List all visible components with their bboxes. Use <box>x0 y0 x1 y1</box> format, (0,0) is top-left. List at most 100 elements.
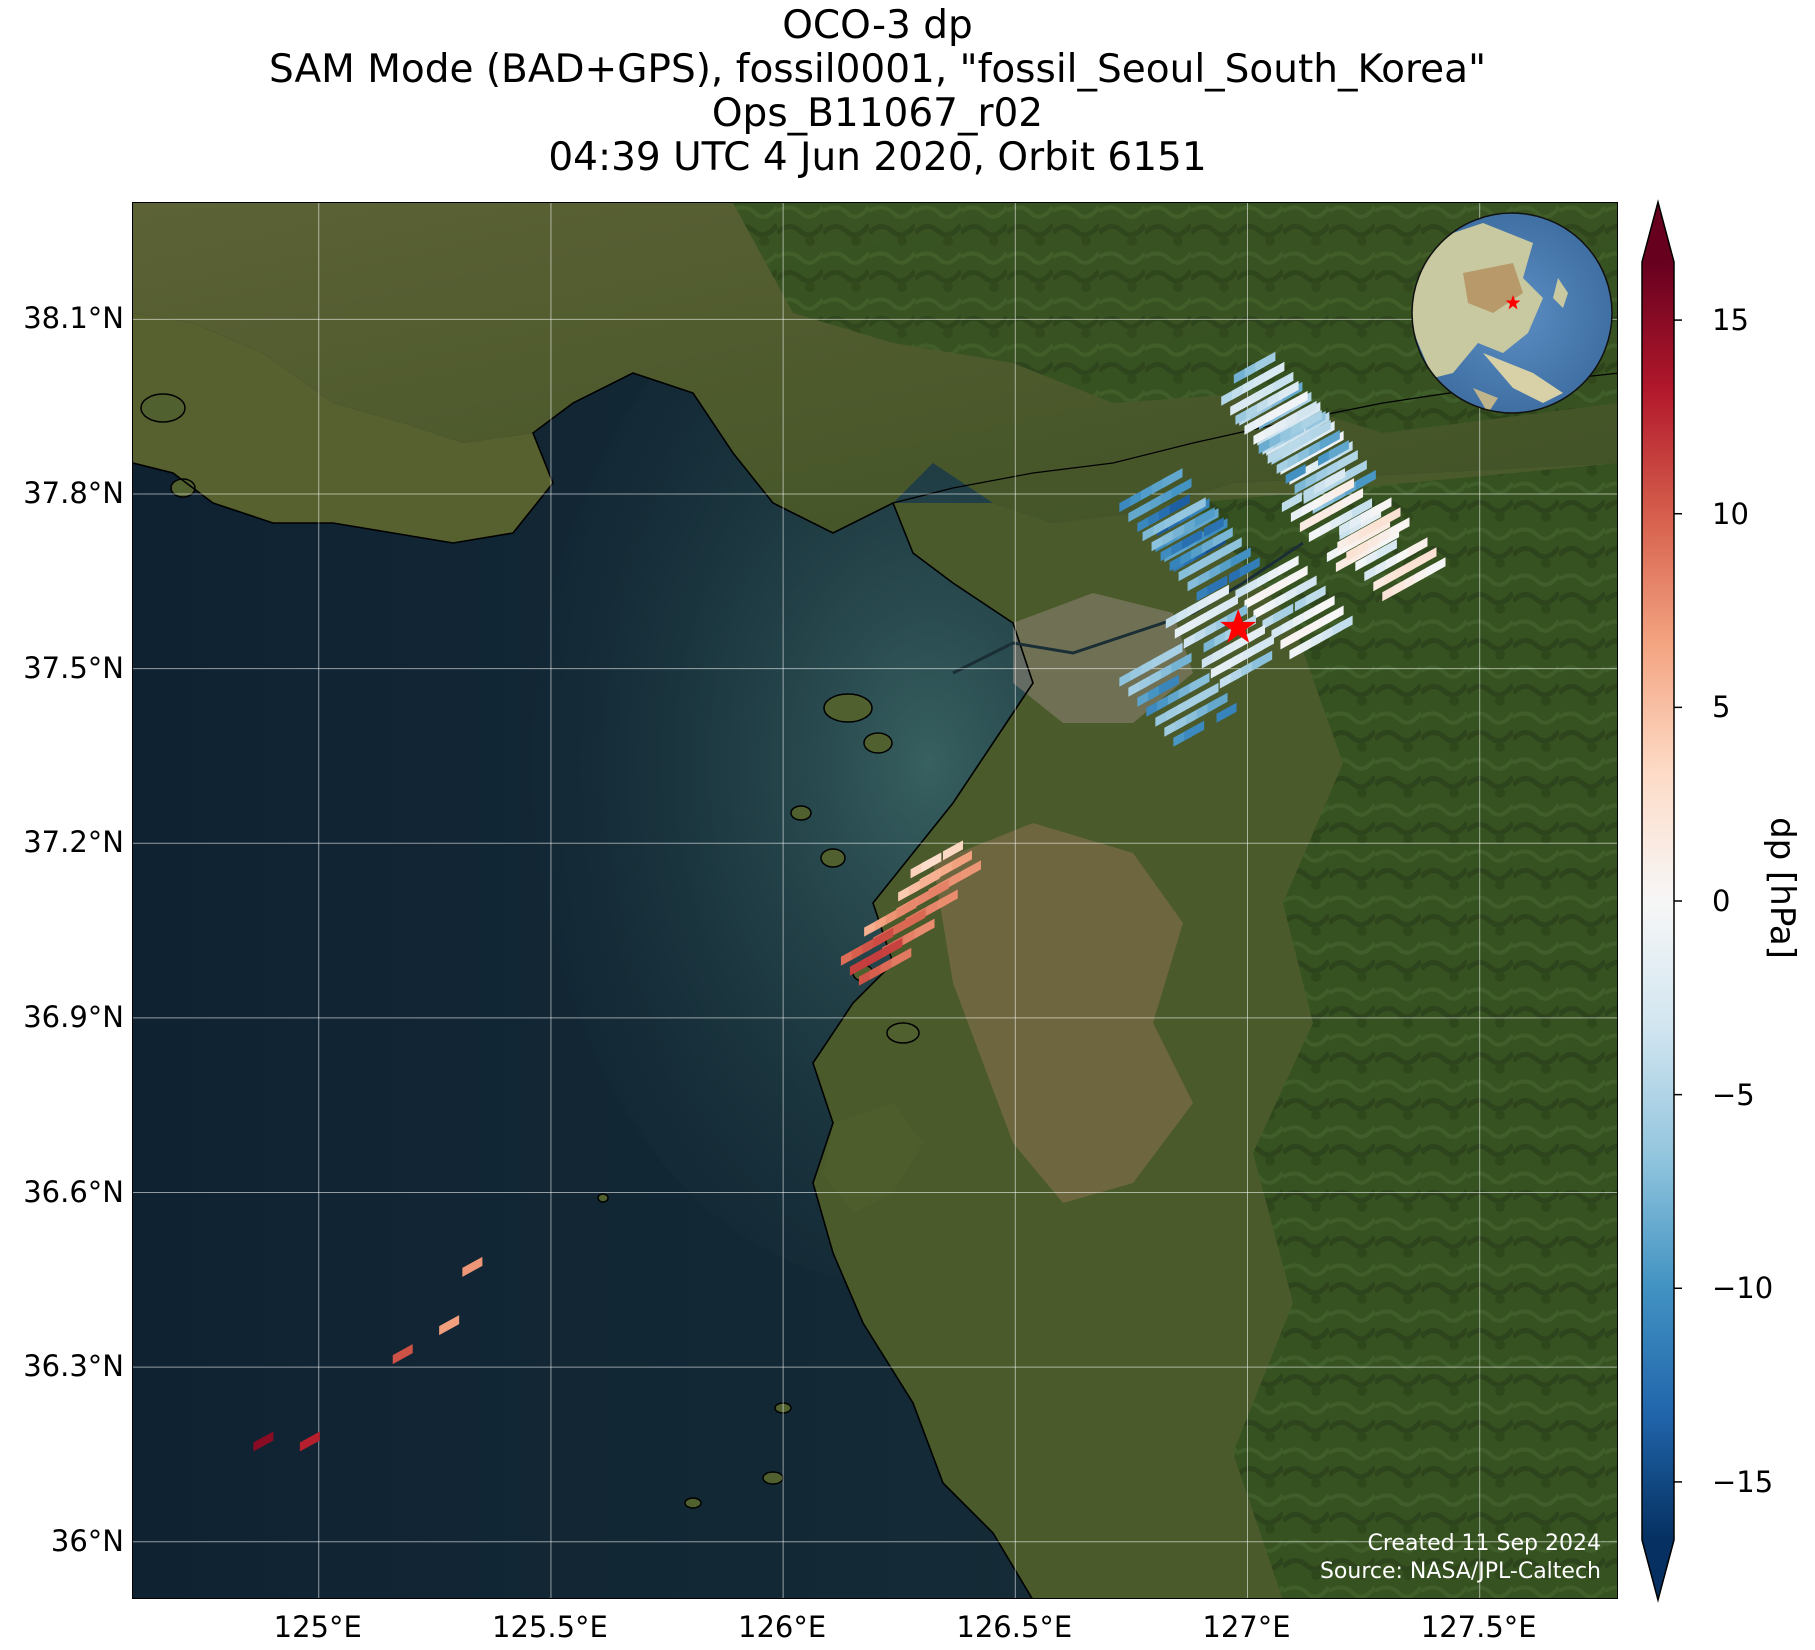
lat-label: 37.2°N <box>23 825 124 860</box>
footprint-cell <box>1194 507 1215 528</box>
title-line-4: 04:39 UTC 4 Jun 2020, Orbit 6151 <box>548 135 1207 180</box>
footprint-cell <box>439 1315 460 1336</box>
colorbar-tick-label: −10 <box>1712 1271 1774 1306</box>
lon-label: 127°E <box>1202 1610 1291 1644</box>
footprint-cell <box>1212 527 1233 548</box>
footprint-cell <box>299 1431 320 1452</box>
footprint-cell <box>1323 605 1344 626</box>
lon-label: 125.5°E <box>492 1610 608 1644</box>
lon-label: 127.5°E <box>1420 1610 1537 1644</box>
footprint-cell <box>1264 361 1285 382</box>
footprint-cell <box>919 869 940 890</box>
footprint-cell <box>1325 468 1346 489</box>
colorbar-tick-label: −5 <box>1712 1077 1755 1112</box>
created-date: Created 11 Sep 2024 <box>1367 1531 1602 1556</box>
lon-label: 125°E <box>273 1610 362 1644</box>
footprint-cell <box>1184 720 1205 741</box>
footprint-cell <box>1310 419 1331 440</box>
colorbar-outline <box>1641 199 1675 1603</box>
footprint-cell <box>1158 674 1179 695</box>
lat-label: 36°N <box>50 1523 124 1558</box>
footprint-cell <box>873 927 894 948</box>
footprint-cell <box>1203 517 1224 538</box>
footprint-cell <box>1287 565 1308 586</box>
footprint-cell <box>905 908 926 929</box>
lon-label: 126°E <box>738 1610 827 1644</box>
footprint-cell <box>1273 371 1294 392</box>
colorbar-extend-bottom <box>1642 1540 1674 1600</box>
satellite-map <box>133 203 1617 1598</box>
colorbar-tick-label: 5 <box>1712 690 1731 725</box>
lon-label: 126.5°E <box>956 1610 1073 1644</box>
footprint-cell <box>1171 478 1192 499</box>
footprint-cell <box>1332 615 1353 636</box>
colorbar-ticks <box>1674 319 1682 1483</box>
colorbar-gradient <box>1642 262 1674 1540</box>
footprint-cell <box>1182 529 1203 550</box>
northern-mountains <box>733 203 1617 433</box>
footprint-cell <box>1217 594 1238 615</box>
colorbar-tick-label: 0 <box>1712 884 1731 918</box>
footprint-cell <box>1208 584 1229 605</box>
taean-peninsula <box>823 1103 923 1213</box>
footprint-cell <box>1296 400 1317 421</box>
footprint-cell <box>1278 555 1299 576</box>
footprint-cell <box>1343 488 1364 509</box>
footprint-cell <box>1301 409 1322 430</box>
footprint-cell <box>1376 539 1397 560</box>
footprint-cell <box>1255 351 1276 372</box>
colorbar-tick-label: −15 <box>1712 1464 1774 1499</box>
footprint-cell <box>951 850 972 871</box>
footprint-cell <box>253 1431 274 1452</box>
footprint-cell <box>1328 439 1349 460</box>
footprint-cell <box>1207 692 1228 713</box>
footprint-cell <box>1281 492 1302 513</box>
colorbar-axis-label: dp [hPa] <box>1762 817 1802 959</box>
coastline <box>133 372 1034 1598</box>
footprint-cell <box>937 889 958 910</box>
footprint-cell <box>1162 642 1183 663</box>
hwanghae-peninsula <box>133 313 553 543</box>
lat-label: 36.9°N <box>23 999 124 1034</box>
target-star-marker <box>1220 608 1257 643</box>
footprint-cell <box>1185 497 1206 518</box>
footprint-cell <box>462 1256 483 1277</box>
colorbar-tick-label: 10 <box>1712 496 1749 531</box>
footprint-cell <box>1230 547 1251 568</box>
title-line-3: Ops_B11067_r02 <box>711 91 1044 136</box>
data-source: Source: NASA/JPL-Caltech <box>1319 1559 1601 1584</box>
footprint-cell <box>1207 575 1228 596</box>
lat-label: 36.6°N <box>23 1174 124 1209</box>
footprint-cell <box>1285 463 1306 484</box>
inset-globe <box>1411 212 1613 414</box>
colorbar <box>1641 199 1682 1603</box>
globe-target-star <box>1505 295 1521 310</box>
footprint-cell <box>891 947 912 968</box>
title-line-1: OCO-3 dp <box>782 3 973 48</box>
footprint-cell <box>1253 634 1274 655</box>
footprint-cell <box>1334 478 1355 499</box>
footprint-cell <box>882 937 903 958</box>
footprint-cell <box>1352 498 1373 519</box>
footprint-cell <box>1198 682 1219 703</box>
seoul-urban <box>1013 593 1193 723</box>
footprint-cell <box>1189 672 1210 693</box>
colorbar-tick-label: 15 <box>1712 303 1749 338</box>
footprint-cell <box>1355 469 1376 490</box>
colorbar-extend-top <box>1642 202 1674 262</box>
footprint-cell <box>914 918 935 939</box>
footprint-cell <box>1162 468 1183 489</box>
footprint-cell <box>1305 585 1326 606</box>
lat-label: 38.1°N <box>23 301 124 336</box>
footprint-cell <box>928 879 949 900</box>
eastern-mountains <box>1193 463 1617 1598</box>
footprint-cell <box>1389 517 1410 538</box>
footprint-cell <box>1407 537 1428 558</box>
lat-label: 37.5°N <box>23 650 124 685</box>
figure-title: OCO-3 dp SAM Mode (BAD+GPS), fossil0001,… <box>0 4 1755 180</box>
footprint-cell <box>1169 494 1190 515</box>
lat-label: 36.3°N <box>23 1349 124 1384</box>
lowland-plains <box>933 823 1193 1203</box>
footprint-cell <box>1221 537 1242 558</box>
footprint-cell <box>896 898 917 919</box>
